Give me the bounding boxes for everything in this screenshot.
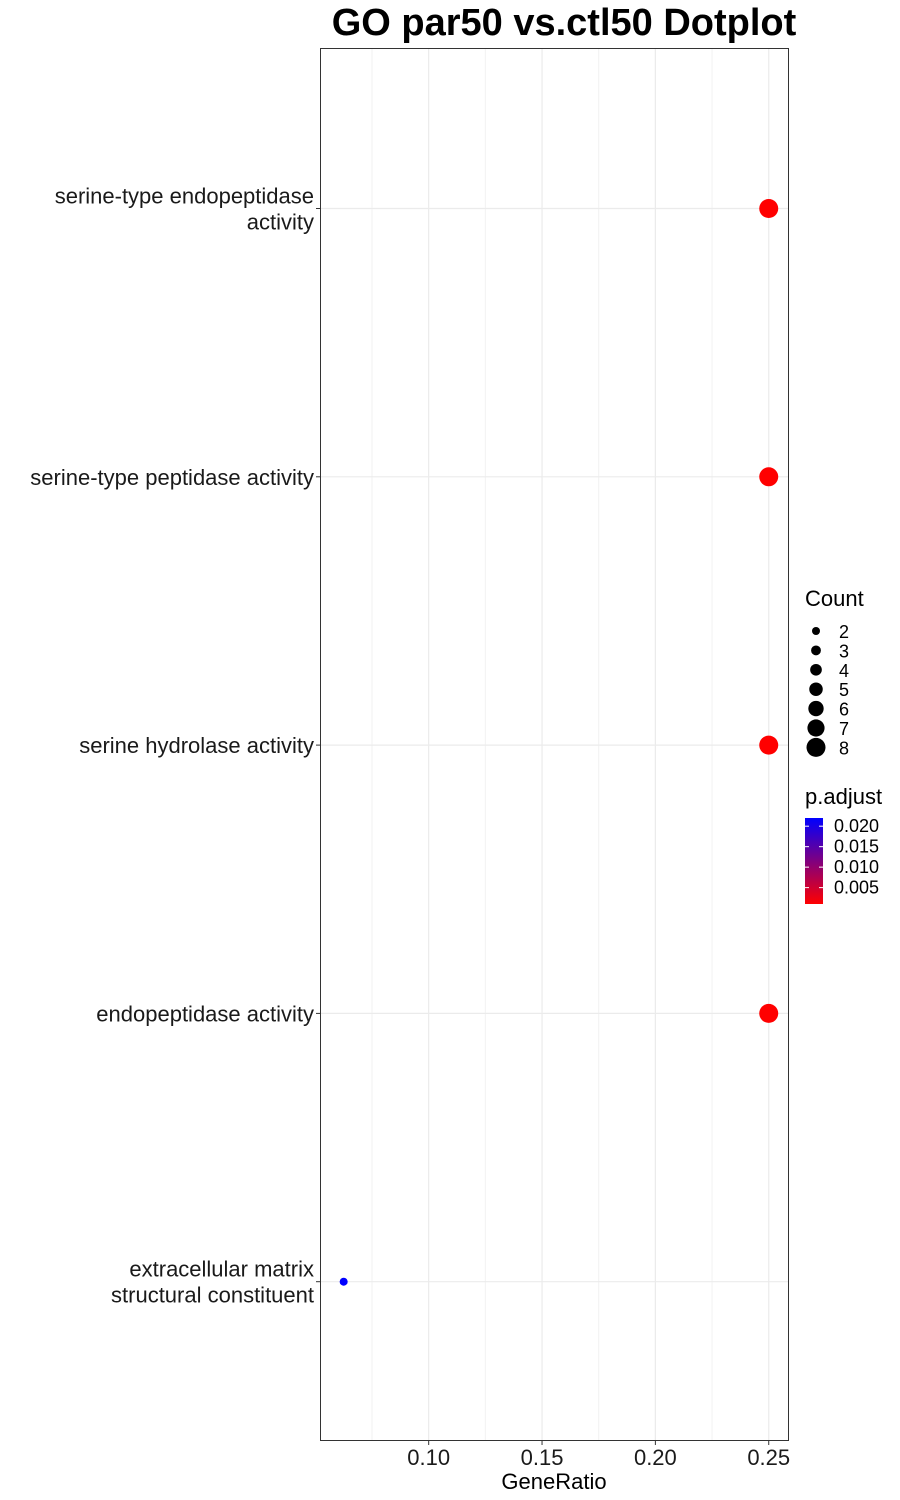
data-points — [339, 199, 779, 1286]
category-label-line: endopeptidase activity — [96, 1001, 314, 1026]
count-legend-key — [808, 700, 824, 717]
padjust-legend-title: p.adjust — [805, 784, 882, 809]
plot-panel-border — [320, 48, 789, 1441]
grid-layer — [321, 49, 788, 1440]
x-axis-title: GeneRatio — [501, 1469, 606, 1494]
y-axis-labels: serine-type endopeptidase activityserine-… — [30, 184, 320, 1308]
x-tick-label: 0.25 — [747, 1445, 790, 1470]
count-legend-label: 4 — [839, 661, 849, 681]
category-label: endopeptidase activity — [96, 1001, 314, 1026]
data-point — [759, 467, 779, 487]
category-label-line: structural constituent — [111, 1283, 314, 1308]
count-legend-label: 8 — [839, 738, 849, 758]
category-label-line: activity — [247, 210, 314, 235]
data-point — [339, 1277, 348, 1286]
category-label-line: serine-type endopeptidase — [55, 184, 314, 209]
data-point — [759, 1003, 779, 1023]
data-point — [759, 199, 779, 218]
count-legend-key — [812, 627, 820, 635]
count-legend-label: 2 — [839, 622, 849, 642]
data-point — [759, 735, 779, 755]
x-tick-label: 0.10 — [407, 1445, 450, 1470]
category-label-line: extracellular matrix — [129, 1257, 314, 1282]
chart-title: GO par50 vs.ctl50 Dotplot — [332, 2, 797, 44]
count-legend-label: 5 — [839, 680, 849, 700]
padjust-legend-label: 0.015 — [834, 837, 879, 857]
count-legend-key — [806, 737, 826, 757]
count-legend-label: 6 — [839, 700, 849, 720]
count-legend-key — [811, 645, 821, 656]
category-label: serine-type endopeptidase activity — [55, 184, 314, 235]
category-label-line: serine hydrolase activity — [79, 733, 314, 758]
count-legend-label: 7 — [839, 719, 849, 739]
x-tick-label: 0.15 — [521, 1445, 564, 1470]
count-legend-label: 3 — [839, 641, 849, 661]
padjust-legend-label: 0.020 — [834, 816, 879, 836]
padjust-legend-label: 0.010 — [834, 857, 879, 877]
count-legend-key — [810, 663, 822, 676]
x-tick-label: 0.20 — [634, 1445, 677, 1470]
count-legend-key — [809, 682, 823, 696]
category-label: serine-type peptidase activity — [30, 465, 314, 490]
category-label: serine hydrolase activity — [79, 733, 314, 758]
category-label-line: serine-type peptidase activity — [30, 465, 314, 490]
padjust-legend-label: 0.005 — [834, 878, 879, 898]
count-legend-title: Count — [805, 586, 864, 611]
padjust-colorbar — [805, 818, 823, 904]
count-legend-key — [807, 719, 825, 737]
x-axis-ticks: 0.10 0.15 0.20 0.25 — [407, 1440, 790, 1470]
category-label: extracellular matrix structural constitue… — [111, 1257, 314, 1308]
